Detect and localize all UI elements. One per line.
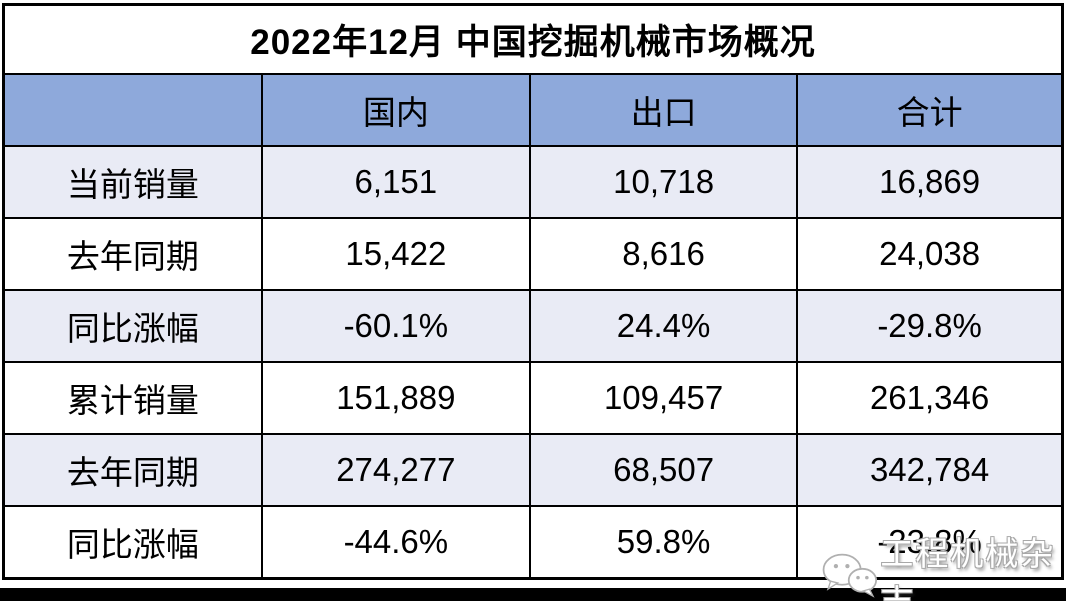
table-row: 当前销量 6,151 10,718 16,869	[2, 145, 1064, 219]
row-label-cell: 去年同期	[2, 433, 263, 507]
watermark: 工程机械杂志	[820, 527, 1066, 601]
table-cell: 274,277	[260, 433, 531, 507]
table-cell: -23.8%	[796, 505, 1064, 580]
table-cell: 68,507	[528, 433, 799, 507]
row-label-cell: 去年同期	[2, 217, 263, 291]
table-cell: 24,038	[796, 217, 1064, 291]
table-cell: 109,457	[528, 361, 799, 435]
table-cell: 8,616	[528, 217, 799, 291]
watermark-text: 工程机械杂志	[880, 535, 1056, 601]
table-cell: 10,718	[528, 145, 799, 219]
table-cell: 6,151	[260, 145, 531, 219]
row-label-cell: 累计销量	[2, 361, 263, 435]
table-row: 累计销量 151,889 109,457 261,346	[2, 361, 1064, 435]
row-label-cell: 同比涨幅	[2, 289, 263, 363]
table-row: 去年同期 274,277 68,507 342,784	[2, 433, 1064, 507]
wechat-icon	[822, 553, 878, 598]
table-title: 2022年12月 中国挖掘机械市场概况	[2, 3, 1064, 75]
table-title-row: 2022年12月 中国挖掘机械市场概况	[2, 3, 1064, 75]
header-cell-domestic: 国内	[260, 73, 531, 147]
excavator-market-table: 2022年12月 中国挖掘机械市场概况 国内 出口 合计 当前销量 6,151 …	[2, 3, 1064, 580]
table-cell: -29.8%	[796, 289, 1064, 363]
table-cell: 15,422	[260, 217, 531, 291]
table-header-row: 国内 出口 合计	[2, 73, 1064, 147]
table-cell: 16,869	[796, 145, 1064, 219]
bottom-black-bar	[0, 588, 1066, 601]
table-row: 同比涨幅 -44.6% 59.8% -23.8%	[2, 505, 1064, 580]
table-cell: 261,346	[796, 361, 1064, 435]
table-cell: 151,889	[260, 361, 531, 435]
row-label-cell: 当前销量	[2, 145, 263, 219]
header-cell-export: 出口	[528, 73, 799, 147]
row-label-cell: 同比涨幅	[2, 505, 263, 580]
table-row: 去年同期 15,422 8,616 24,038	[2, 217, 1064, 291]
table-cell: 24.4%	[528, 289, 799, 363]
table-cell: 342,784	[796, 433, 1064, 507]
table-cell: 59.8%	[528, 505, 799, 580]
table-cell: -60.1%	[260, 289, 531, 363]
header-cell-blank	[2, 73, 263, 147]
table-row: 同比涨幅 -60.1% 24.4% -29.8%	[2, 289, 1064, 363]
header-cell-total: 合计	[796, 73, 1064, 147]
table-cell: -44.6%	[260, 505, 531, 580]
